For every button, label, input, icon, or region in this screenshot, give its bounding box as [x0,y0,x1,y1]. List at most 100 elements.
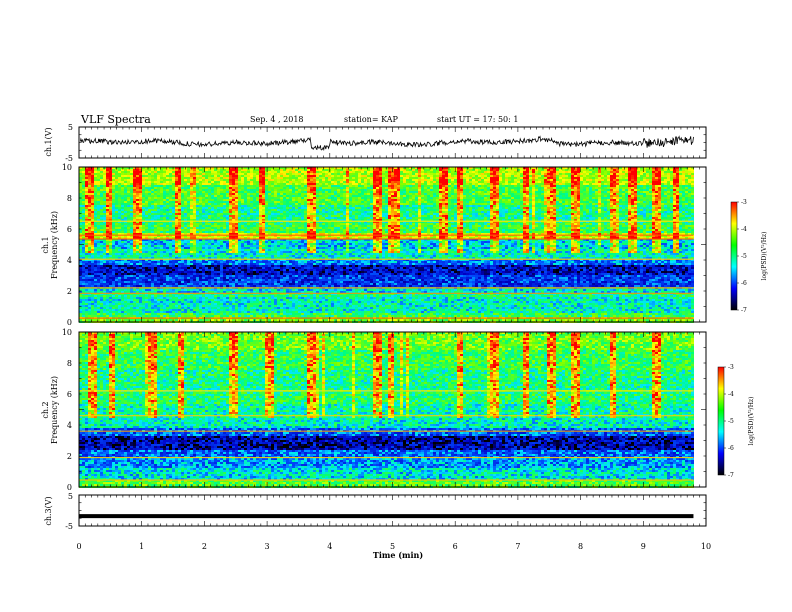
spectrogram-cell [109,181,112,183]
spectrogram-cell [88,295,91,297]
ch1-waveform-panel: 5 -5 ch.1(V) [44,123,706,163]
spectrogram-cell [121,309,124,311]
spectrogram-cell [82,203,85,205]
spectrogram-cell [112,307,115,309]
spectrogram-cell [100,281,103,283]
spectrogram-cell [100,309,103,311]
spectrogram-cell [82,173,85,175]
spectrogram-cell [94,315,97,317]
spectrogram-cell [94,285,97,287]
spectrogram-cell [88,217,91,219]
spectrogram-cell [85,301,88,303]
spectrogram-cell [85,269,88,271]
spectrogram-cell [97,191,100,193]
spectrogram-cell [100,297,103,299]
spectrogram-cell [100,307,103,309]
spectrogram-cell [94,297,97,299]
spectrogram-cell [97,179,100,181]
spectrogram-cell [91,199,94,201]
spectrogram-cell [112,187,115,189]
spectrogram-cell [109,289,112,291]
spectrogram-cell [88,179,91,181]
spectrogram-cell [94,305,97,307]
spectrogram-cell [106,311,109,313]
spectrogram-cell [121,199,124,201]
spectrogram-cell [82,185,85,187]
spectrogram-cell [94,263,97,265]
spectrogram-cell [97,169,100,171]
spectrogram-cell [91,179,94,181]
spectrogram-cell [91,209,94,211]
spectrogram-cell [127,273,130,275]
spectrogram-cell [94,267,97,269]
spectrogram-cell [100,215,103,217]
spectrogram-cell [100,289,103,291]
spectrogram-cell [103,193,106,195]
spectrogram-cell [118,205,121,207]
spectrogram-cell [82,209,85,211]
spectrogram-cell [115,271,118,273]
spectrogram-cell [127,309,130,311]
spectrogram-cell [115,267,118,269]
spectrogram-cell [127,187,130,189]
spectrogram-cell [103,309,106,311]
spectrogram-cell [97,181,100,183]
spectrogram-cell [100,273,103,275]
spectrogram-cell [118,189,121,191]
spectrogram-cell [88,227,91,229]
spectrogram-cell [85,297,88,299]
spectrogram-cell [91,223,94,225]
spectrogram-cell [109,207,112,209]
spectrogram-cell [94,191,97,193]
spectrogram-cell [103,241,106,243]
spectrogram-cell [82,301,85,303]
spectrogram-cell [112,315,115,317]
spectrogram-cell [85,179,88,181]
spectrogram-cell [94,175,97,177]
spectrogram-cell [109,271,112,273]
spectrogram-cell [124,181,127,183]
spectrogram-cell [127,275,130,277]
spectrogram-cell [127,243,130,245]
spectrogram-cell [127,277,130,279]
spectrogram-cell [124,171,127,173]
spectrogram-cell [118,291,121,293]
spectrogram-cell [124,197,127,199]
spectrogram-cell [97,285,100,287]
spectrogram-cell [103,217,106,219]
spectrogram-cell [112,281,115,283]
spectrogram-cell [127,229,130,231]
spectrogram-cell [109,203,112,205]
spectrogram-cell [118,227,121,229]
spectrogram-cell [121,207,124,209]
spectrogram-cell [91,295,94,297]
spectrogram-cell [124,269,127,271]
spectrogram-cell [91,171,94,173]
spectrogram-cell [103,301,106,303]
spectrogram-cell [112,201,115,203]
spectrogram-cell [118,207,121,209]
spectrogram-cell [103,177,106,179]
spectrogram-cell [94,307,97,309]
spectrogram-cell [100,183,103,185]
spectrogram-cell [100,277,103,279]
spectrogram-cell [118,181,121,183]
spectrogram-cell [100,173,103,175]
spectrogram-cell [103,183,106,185]
spectrogram-cell [91,307,94,309]
spectrogram-cell [130,191,133,193]
spectrogram-cell [115,261,118,263]
spectrogram-cell [100,305,103,307]
spectrogram-cell [130,195,133,197]
spectrogram-cell [94,289,97,291]
spectrogram-cell [118,301,121,303]
spectrogram-cell [109,251,112,253]
spectrogram-cell [85,251,88,253]
spectrogram-cell [82,263,85,265]
spectrogram-cell [82,253,85,255]
spectrogram-cell [109,171,112,173]
spectrogram-cell [91,311,94,313]
spectrogram-cell [91,243,94,245]
spectrogram-cell [124,227,127,229]
spectrogram-cell [94,269,97,271]
